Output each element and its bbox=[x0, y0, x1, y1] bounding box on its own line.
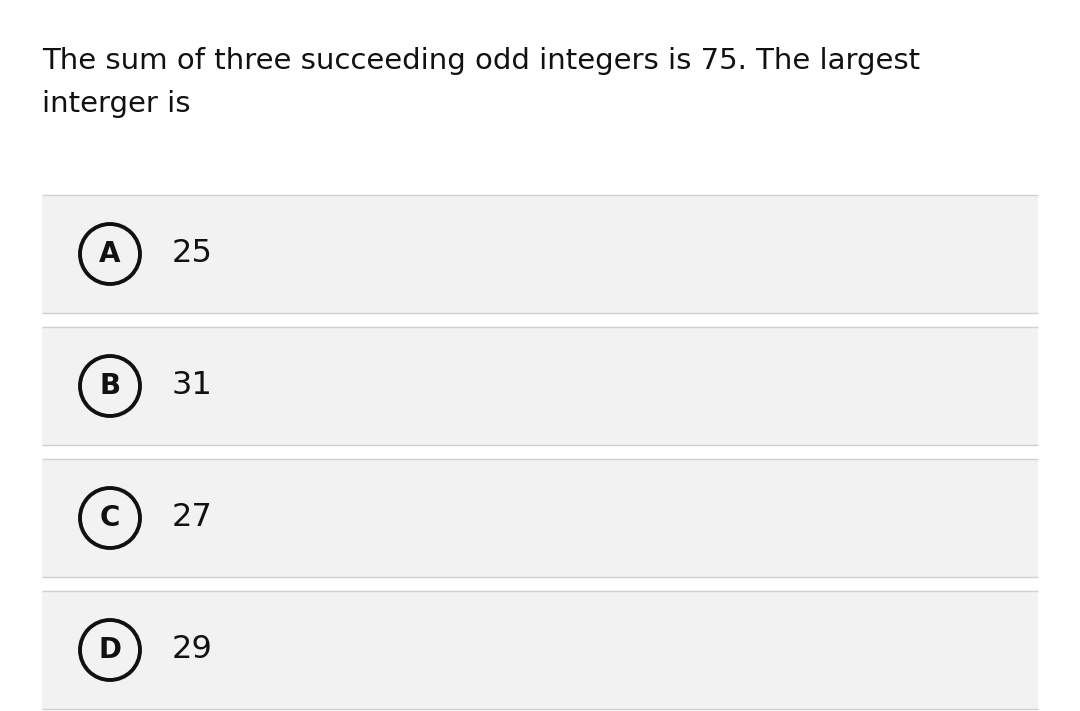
FancyBboxPatch shape bbox=[42, 327, 1038, 445]
Text: A: A bbox=[99, 240, 121, 268]
Text: 25: 25 bbox=[172, 238, 213, 269]
FancyBboxPatch shape bbox=[42, 459, 1038, 577]
Text: B: B bbox=[99, 372, 121, 400]
Text: C: C bbox=[99, 504, 120, 532]
Text: D: D bbox=[98, 636, 121, 664]
Text: 29: 29 bbox=[172, 634, 213, 665]
Text: 27: 27 bbox=[172, 503, 213, 533]
Text: interger is: interger is bbox=[42, 90, 190, 118]
Text: 31: 31 bbox=[172, 370, 213, 402]
FancyBboxPatch shape bbox=[42, 195, 1038, 313]
Text: The sum of three succeeding odd integers is 75. The largest: The sum of three succeeding odd integers… bbox=[42, 47, 920, 75]
FancyBboxPatch shape bbox=[42, 591, 1038, 709]
